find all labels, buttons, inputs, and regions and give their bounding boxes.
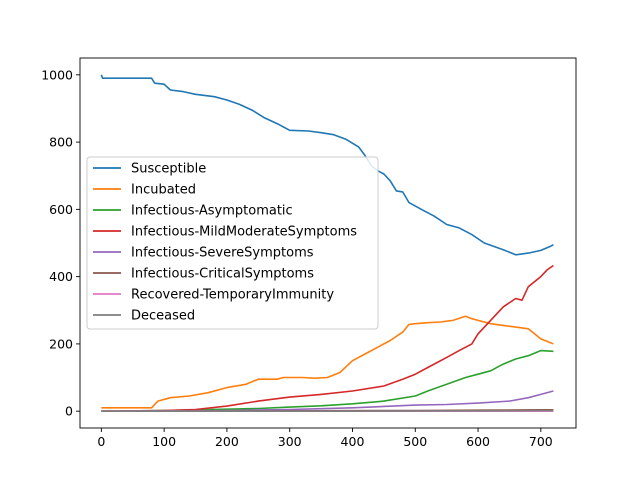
x-axis: 0 100 200 300 400 500 600 700 [97, 428, 553, 449]
legend-label-4: Infectious-SevereSymptoms [131, 246, 314, 261]
x-tick-label-2: 200 [215, 434, 239, 449]
legend-label-1: Incubated [131, 183, 196, 198]
series-line-4 [101, 390, 554, 412]
x-tick-label-4: 400 [341, 434, 365, 449]
series-line-0 [100, 74, 554, 256]
series-lines [100, 74, 554, 412]
legend-box [86, 156, 379, 330]
plot-frame [79, 57, 577, 429]
legend-label-0: Susceptible [131, 162, 206, 177]
x-tick-label-1: 100 [152, 434, 176, 449]
x-tick-label-3: 300 [278, 434, 302, 449]
series-line-7 [101, 409, 554, 412]
series-line-3 [101, 264, 554, 412]
y-tick-label-5: 1000 [41, 67, 73, 82]
y-tick-label-2: 400 [49, 269, 73, 284]
legend-label-2: Infectious-Asymptomatic [131, 204, 293, 219]
x-tick-label-0: 0 [97, 434, 105, 449]
legend-label-5: Infectious-CriticalSymptoms [131, 267, 314, 282]
x-tick-label-6: 600 [466, 434, 490, 449]
legend-label-3: Infectious-MildModerateSymptoms [131, 225, 357, 240]
y-axis: 0 200 400 600 800 1000 [41, 67, 80, 419]
series-line-2 [101, 349, 554, 412]
x-tick-label-5: 500 [403, 434, 427, 449]
legend-label-6: Recovered-TemporaryImmunity [131, 288, 334, 303]
y-tick-label-3: 600 [49, 202, 73, 217]
legend-label-7: Deceased [131, 309, 195, 324]
y-tick-label-0: 0 [65, 404, 73, 419]
y-tick-label-1: 200 [49, 336, 73, 351]
y-tick-label-4: 800 [49, 135, 73, 150]
x-tick-label-7: 700 [529, 434, 553, 449]
legend: Susceptible Incubated Infectious-Asymptoma… [86, 156, 379, 330]
series-line-1 [101, 315, 554, 409]
